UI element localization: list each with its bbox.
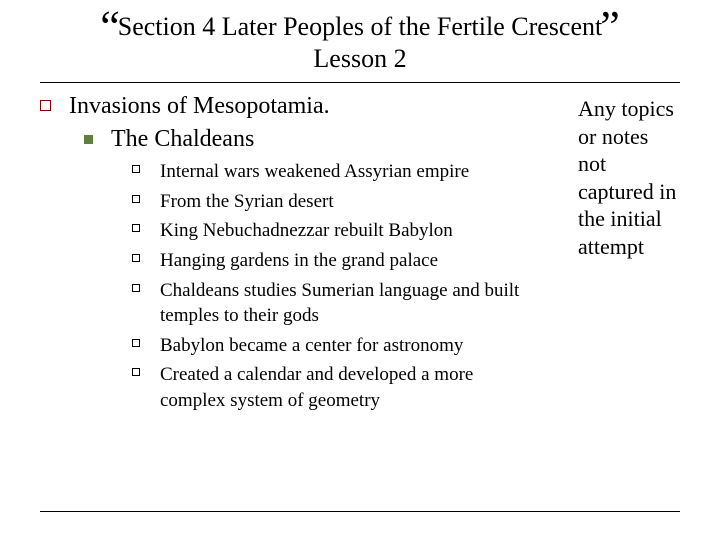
- outline-level3-item: From the Syrian desert: [132, 189, 570, 215]
- open-quote: “: [100, 2, 120, 51]
- divider-bottom: [40, 511, 680, 512]
- outline-level3-text: Created a calendar and developed a more …: [160, 362, 540, 413]
- square-outline-small-bullet-icon: [132, 284, 140, 292]
- sidebar-note: Any topics or notes not captured in the …: [578, 93, 680, 260]
- body-area: Invasions of Mesopotamia. The Chaldeans …: [40, 93, 680, 418]
- square-outline-bullet-icon: [40, 100, 51, 111]
- outline-level2-text: The Chaldeans: [111, 126, 254, 153]
- square-outline-small-bullet-icon: [132, 165, 140, 173]
- outline-level3-text: King Nebuchadnezzar rebuilt Babylon: [160, 218, 453, 244]
- square-outline-small-bullet-icon: [132, 339, 140, 347]
- outline-level3-item: Internal wars weakened Assyrian empire: [132, 159, 570, 185]
- outline-level3-text: From the Syrian desert: [160, 189, 334, 215]
- outline-level3-text: Babylon became a center for astronomy: [160, 333, 463, 359]
- close-quote: ”: [600, 2, 620, 51]
- outline-level3-item: Chaldeans studies Sumerian language and …: [132, 278, 570, 329]
- outline-level3-item: Hanging gardens in the grand palace: [132, 248, 570, 274]
- square-filled-bullet-icon: [84, 135, 93, 144]
- square-outline-small-bullet-icon: [132, 195, 140, 203]
- outline-level1-text: Invasions of Mesopotamia.: [69, 93, 330, 120]
- outline-level3-item: Babylon became a center for astronomy: [132, 333, 570, 359]
- square-outline-small-bullet-icon: [132, 224, 140, 232]
- outline-level3-item: King Nebuchadnezzar rebuilt Babylon: [132, 218, 570, 244]
- divider-top: [40, 82, 680, 83]
- title-line-1: Section 4 Later Peoples of the Fertile C…: [118, 12, 602, 41]
- outline-level3-text: Hanging gardens in the grand palace: [160, 248, 438, 274]
- outline-level3-text: Chaldeans studies Sumerian language and …: [160, 278, 540, 329]
- square-outline-small-bullet-icon: [132, 254, 140, 262]
- outline-level1-item: Invasions of Mesopotamia.: [40, 93, 570, 120]
- outline-level2-item: The Chaldeans: [84, 126, 570, 153]
- square-outline-small-bullet-icon: [132, 368, 140, 376]
- title-line-2: Lesson 2: [40, 44, 680, 74]
- outline-level3-group: Internal wars weakened Assyrian empire F…: [132, 159, 570, 414]
- outline-level3-text: Internal wars weakened Assyrian empire: [160, 159, 469, 185]
- slide-title: “Section 4 Later Peoples of the Fertile …: [40, 12, 680, 74]
- outline: Invasions of Mesopotamia. The Chaldeans …: [40, 93, 578, 418]
- outline-level3-item: Created a calendar and developed a more …: [132, 362, 570, 413]
- slide: “Section 4 Later Peoples of the Fertile …: [0, 0, 720, 540]
